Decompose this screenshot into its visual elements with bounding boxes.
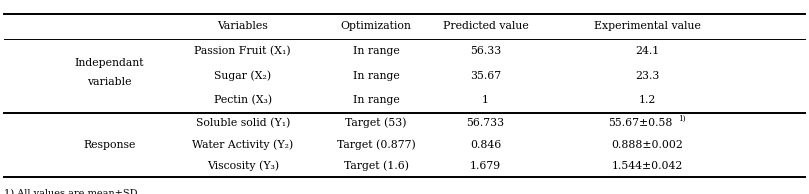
Text: 1.544±0.042: 1.544±0.042 [612,161,683,171]
Text: 35.67: 35.67 [470,71,501,81]
Text: 1.2: 1.2 [638,95,656,105]
Text: 0.846: 0.846 [470,139,501,150]
Text: Target (0.877): Target (0.877) [337,139,416,150]
Text: 1): 1) [678,115,685,123]
Text: 1.679: 1.679 [470,161,501,171]
Text: 56.33: 56.33 [470,46,501,56]
Text: Experimental value: Experimental value [594,21,701,31]
Text: Water Activity (Y₂): Water Activity (Y₂) [192,139,294,150]
Text: In range: In range [353,95,400,105]
Text: Variables: Variables [218,21,268,31]
Text: Soluble solid (Y₁): Soluble solid (Y₁) [196,118,290,128]
Text: Viscosity (Y₃): Viscosity (Y₃) [206,161,279,171]
Text: Target (53): Target (53) [345,118,407,128]
Text: In range: In range [353,71,400,81]
Text: Passion Fruit (X₁): Passion Fruit (X₁) [194,46,291,56]
Text: Response: Response [83,139,135,150]
Text: variable: variable [87,77,132,87]
Text: Optimization: Optimization [341,21,412,31]
Text: 23.3: 23.3 [635,71,659,81]
Text: Independant: Independant [74,58,144,68]
Text: 0.888±0.002: 0.888±0.002 [612,139,683,150]
Text: Predicted value: Predicted value [443,21,528,31]
Text: 1) All values are mean±SD.: 1) All values are mean±SD. [4,189,140,194]
Text: 24.1: 24.1 [635,46,659,56]
Text: Sugar (X₂): Sugar (X₂) [214,70,271,81]
Text: 55.67±0.58: 55.67±0.58 [608,118,673,128]
Text: In range: In range [353,46,400,56]
Text: Target (1.6): Target (1.6) [344,161,409,171]
Text: Pectin (X₃): Pectin (X₃) [214,95,272,105]
Text: 1: 1 [482,95,489,105]
Text: 56.733: 56.733 [466,118,505,128]
